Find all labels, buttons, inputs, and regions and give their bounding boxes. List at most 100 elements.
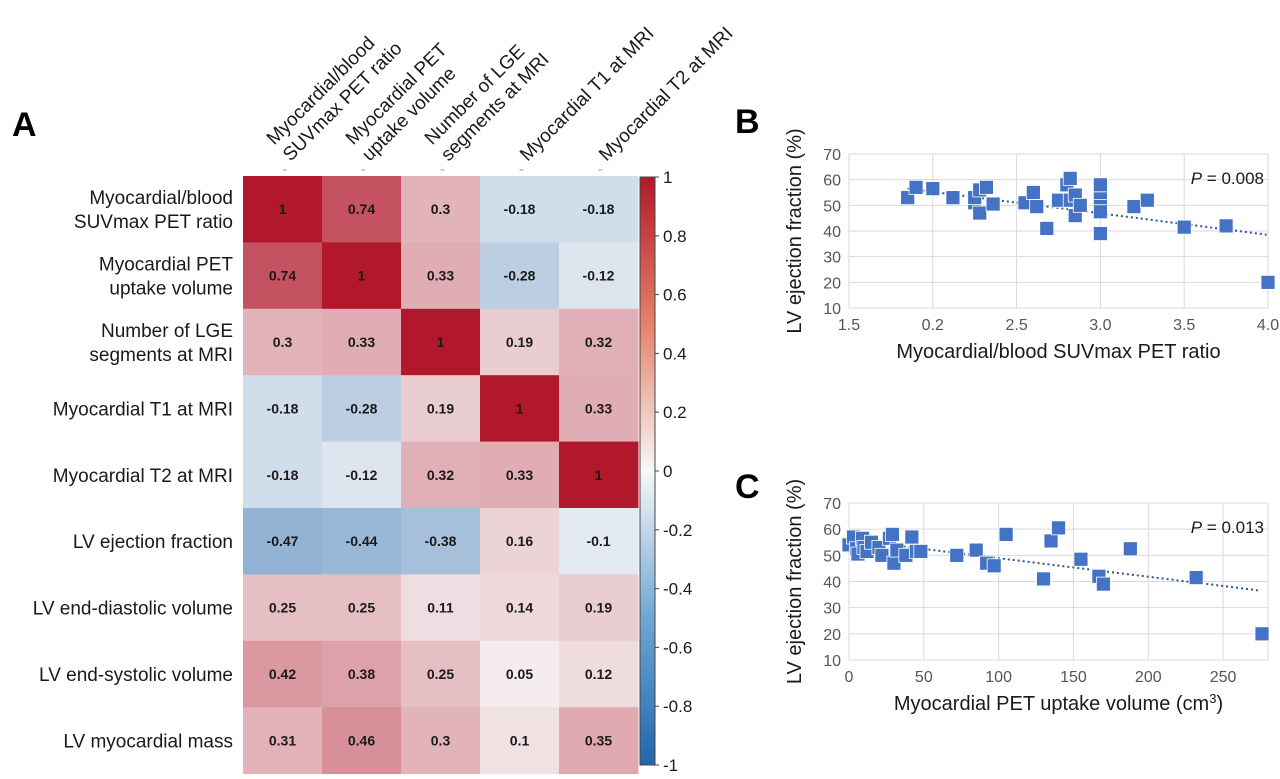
- colorbar-tick-label-6: -0.2: [663, 521, 692, 540]
- heatmap-cell-2-0: [243, 308, 323, 376]
- data-point-b-3: [945, 190, 961, 206]
- heatmap-cell-0-1: [322, 176, 402, 243]
- cell-value-2-2: 1: [437, 334, 445, 350]
- data-point-b-8: [979, 179, 994, 195]
- heatmap-cell-1-1: [322, 242, 402, 310]
- data-point-c-18: [949, 547, 965, 563]
- cell-value-8-2: 0.3: [431, 732, 451, 748]
- heatmap-cell-5-0: [243, 508, 323, 575]
- data-point-b-13: [1039, 221, 1055, 236]
- x-tick-b-4: 3.5: [1173, 317, 1195, 334]
- heatmap-cell-3-2: [401, 375, 481, 443]
- cell-value-5-2: -0.38: [425, 533, 457, 549]
- data-point-b-21: [1093, 177, 1108, 193]
- cell-value-3-3: 1: [516, 400, 524, 416]
- data-point-c-11: [884, 527, 900, 542]
- y-tick-b-6: 10: [823, 301, 841, 318]
- row-label-6: LV end-diastolic volume: [33, 599, 233, 620]
- heatmap-colorbar: 1 0.8 0.6 0.4 0.2 0 -0.2 -0.4 -0.6 -0.8 -1: [639, 168, 692, 775]
- row-label-0: Myocardial/blood SUVmax PET ratio: [74, 188, 233, 233]
- data-point-c-25: [1051, 520, 1066, 536]
- heatmap-cell-2-3: [480, 308, 560, 376]
- heatmap-cell-7-0: [243, 640, 323, 708]
- data-point-b-26: [1126, 199, 1142, 215]
- cell-value-1-2: 0.33: [427, 268, 454, 284]
- cell-value-0-1: 0.74: [348, 201, 375, 217]
- heatmap-cell-6-0: [243, 574, 323, 642]
- panel-label-c: C: [735, 468, 760, 506]
- cell-value-2-0: 0.3: [273, 334, 293, 350]
- data-point-b-25: [1093, 226, 1108, 241]
- heatmap-cell-3-3: [480, 375, 560, 443]
- data-point-b-27: [1139, 192, 1155, 208]
- data-point-c-29: [1122, 541, 1138, 557]
- heatmap-cell-8-4: [559, 707, 639, 775]
- cell-value-6-4: 0.19: [585, 600, 612, 616]
- x-axis-title-b: Myocardial/blood SUVmax PET ratio: [896, 341, 1220, 363]
- x-tick-c-1: 50: [915, 669, 933, 686]
- colorbar-tick-label-10: -1: [663, 756, 678, 775]
- heatmap-cell-6-1: [322, 574, 402, 642]
- colorbar-tick-label-2: 0.6: [663, 286, 687, 305]
- cell-value-5-4: -0.1: [586, 533, 610, 549]
- heatmap-cell-3-0: [243, 375, 323, 443]
- x-tick-b-5: 4.0: [1257, 317, 1279, 334]
- cell-value-5-1: -0.44: [346, 533, 378, 549]
- cell-value-2-4: 0.32: [585, 334, 612, 350]
- colorbar-tick-label-4: 0.2: [663, 403, 687, 422]
- cell-value-7-4: 0.12: [585, 666, 612, 682]
- x-tick-b-3: 3.0: [1089, 317, 1111, 334]
- heatmap-cell-1-4: [559, 242, 639, 310]
- data-point-c-24: [1043, 533, 1059, 549]
- col-label-3: Myocardial T1 at MRI: [516, 23, 658, 165]
- x-tick-b-2: 2.5: [1005, 317, 1027, 334]
- cell-value-6-2: 0.11: [427, 600, 454, 616]
- heatmap-cell-8-0: [243, 707, 323, 775]
- data-point-b-12: [1029, 199, 1045, 215]
- col-label-4: Myocardial T2 at MRI: [595, 23, 737, 165]
- data-point-b-1: [908, 179, 924, 195]
- heatmap-cell-3-4: [559, 375, 639, 443]
- data-point-c-9: [874, 547, 890, 563]
- heatmap-cell-4-0: [243, 441, 323, 509]
- cell-value-0-0: 1: [279, 201, 287, 217]
- svg-text:Myocardial T2 at MRI: Myocardial T2 at MRI: [595, 23, 737, 165]
- heatmap-cell-5-3: [480, 508, 560, 575]
- data-point-b-9: [985, 196, 1001, 212]
- cell-value-0-3: -0.18: [504, 201, 536, 217]
- p-value-c: P = 0.013: [1191, 518, 1264, 537]
- panel-label-a: A: [12, 106, 37, 144]
- cell-value-7-2: 0.25: [427, 666, 454, 682]
- colorbar-gradient: [639, 176, 656, 766]
- row-label-7: LV end-systolic volume: [39, 665, 233, 686]
- y-tick-b-3: 40: [823, 224, 841, 241]
- cell-value-8-0: 0.31: [269, 732, 296, 748]
- heatmap-cell-4-3: [480, 441, 560, 509]
- cell-value-6-1: 0.25: [348, 600, 375, 616]
- cell-value-5-3: 0.16: [506, 533, 533, 549]
- heatmap-cell-5-4: [559, 508, 639, 575]
- heatmap-cell-0-0: [243, 176, 323, 243]
- heatmap-cell-1-3: [480, 242, 560, 310]
- colorbar-tick-label-5: 0: [663, 462, 672, 481]
- heatmap-cell-8-3: [480, 707, 560, 775]
- y-tick-c-6: 10: [823, 653, 841, 670]
- colorbar-tick-label-1: 0.8: [663, 227, 687, 246]
- heatmap-cell-4-1: [322, 441, 402, 509]
- cell-value-3-1: -0.28: [346, 400, 378, 416]
- cell-value-2-1: 0.33: [348, 334, 375, 350]
- y-tick-c-4: 30: [823, 601, 841, 618]
- data-point-c-26: [1073, 551, 1089, 567]
- data-point-b-24: [1093, 204, 1108, 220]
- cell-value-1-1: 1: [358, 268, 366, 284]
- cell-value-0-2: 0.3: [431, 201, 451, 217]
- y-tick-b-4: 30: [823, 250, 841, 267]
- y-tick-b-2: 50: [823, 198, 841, 215]
- cell-value-3-0: -0.18: [267, 400, 299, 416]
- cell-value-8-1: 0.46: [348, 732, 375, 748]
- x-tick-b-1: 0.2: [922, 317, 944, 334]
- data-point-b-28: [1176, 219, 1192, 235]
- data-point-b-30: [1260, 274, 1276, 290]
- cell-value-8-4: 0.35: [585, 732, 612, 748]
